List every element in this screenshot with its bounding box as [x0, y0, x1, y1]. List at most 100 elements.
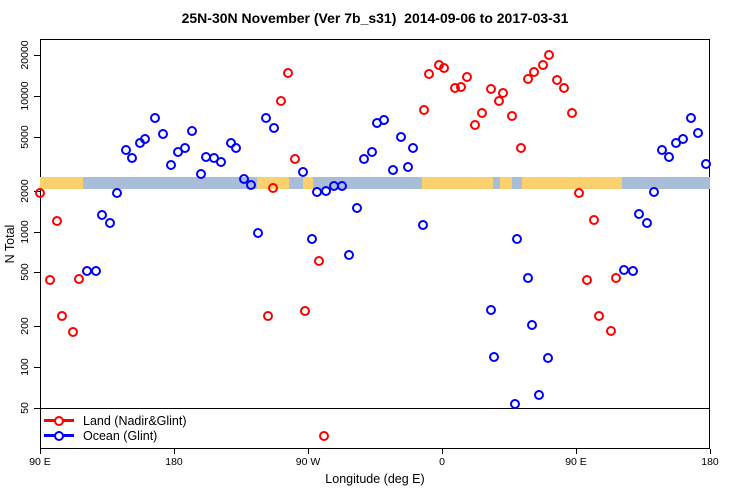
ocean-point [260, 113, 271, 124]
x-tick-label: 180 [701, 456, 719, 468]
ocean-point [165, 160, 176, 171]
x-tick-label: 180 [165, 456, 183, 468]
ocean-point [343, 249, 354, 260]
ocean-point [298, 167, 309, 178]
ocean-point [187, 126, 198, 137]
ocean-point [238, 173, 249, 184]
land-point [523, 74, 534, 85]
land-point [73, 274, 84, 285]
x-tick-label: 90 E [565, 456, 587, 468]
y-tick-label: 10000 [19, 81, 31, 111]
y-tick [34, 95, 40, 97]
y-tick [34, 367, 40, 369]
ocean-point [321, 185, 331, 196]
ocean-point [351, 202, 362, 213]
ocean-point [179, 143, 190, 154]
land-point [319, 431, 330, 442]
land-point [439, 62, 450, 73]
strip-segment-ocean [511, 177, 523, 189]
ocean-point [337, 180, 348, 191]
x-tick [576, 449, 577, 454]
y-tick [34, 326, 40, 328]
ocean-point [104, 217, 115, 228]
x-tick [308, 449, 309, 454]
y-tick-label: 20000 [19, 40, 31, 70]
ocean-point [634, 209, 645, 220]
ocean-point [512, 234, 523, 245]
land-point [68, 327, 79, 338]
land-point [610, 273, 621, 284]
land-point [485, 84, 496, 95]
ocean-point [408, 142, 419, 153]
land-point [314, 256, 325, 267]
strip-segment-ocean [83, 177, 258, 189]
y-tick-label: 5000 [19, 124, 31, 149]
ocean-point [657, 145, 668, 156]
land-point [605, 325, 616, 336]
y-tick [34, 136, 40, 138]
land-point [424, 69, 435, 80]
strip-segment-ocean [492, 177, 501, 189]
legend-row-ocean: Ocean (Glint) [44, 428, 187, 443]
land-point [461, 72, 472, 83]
x-axis-label: Longitude (deg E) [325, 472, 425, 486]
y-tick-label: 200 [19, 317, 31, 336]
x-tick [40, 449, 41, 454]
land-point [57, 311, 68, 322]
land-point [455, 81, 466, 92]
ocean-point [367, 147, 378, 158]
land-point [276, 95, 287, 106]
x-tick-label: 0 [439, 456, 445, 468]
ocean-point [121, 144, 132, 155]
land-point [589, 215, 599, 226]
land-point [582, 275, 593, 286]
land-point [300, 305, 311, 316]
land-point [573, 188, 584, 199]
ocean-point [253, 228, 264, 239]
y-tick-label: 1000 [19, 219, 31, 244]
y-tick [34, 54, 40, 56]
n50-reference-line [40, 408, 710, 409]
ocean-point [649, 186, 660, 197]
ocean-point [664, 152, 675, 163]
ocean-point [245, 179, 256, 190]
x-tick-label: 90 E [29, 456, 51, 468]
ocean-point [700, 158, 711, 169]
land-point [515, 142, 526, 153]
legend-row-land: Land (Nadir&Glint) [44, 413, 187, 428]
y-tick-label: 50 [19, 402, 31, 414]
ocean-point [685, 112, 696, 123]
ocean-point [112, 187, 123, 198]
ocean-point [215, 157, 226, 168]
ocean-point [395, 131, 406, 142]
ocean-point [379, 114, 390, 125]
land-point [418, 104, 429, 115]
ocean-point [641, 217, 652, 228]
ocean-marker-icon [44, 430, 74, 441]
land-point [35, 188, 45, 199]
land-point [506, 110, 517, 121]
ocean-point [534, 390, 545, 401]
land-point [538, 59, 549, 70]
legend-label-ocean: Ocean (Glint) [83, 428, 158, 443]
ocean-point [522, 273, 533, 284]
land-point [51, 215, 62, 226]
legend: Land (Nadir&Glint) Ocean (Glint) [44, 413, 187, 443]
legend-label-land: Land (Nadir&Glint) [83, 413, 187, 428]
ocean-point [678, 133, 689, 144]
ocean-point [418, 219, 429, 230]
ocean-point [157, 129, 168, 140]
ocean-point [485, 304, 496, 315]
land-point [283, 67, 294, 78]
strip-segment-land [40, 177, 84, 189]
ocean-point [627, 265, 638, 276]
y-tick-label: 500 [19, 263, 31, 282]
land-point [544, 49, 555, 60]
land-point [529, 66, 540, 77]
land-ocean-strip [40, 177, 710, 189]
land-point [45, 275, 56, 286]
ocean-point [402, 161, 413, 172]
strip-segment-ocean [622, 177, 710, 189]
ocean-point [140, 133, 151, 144]
